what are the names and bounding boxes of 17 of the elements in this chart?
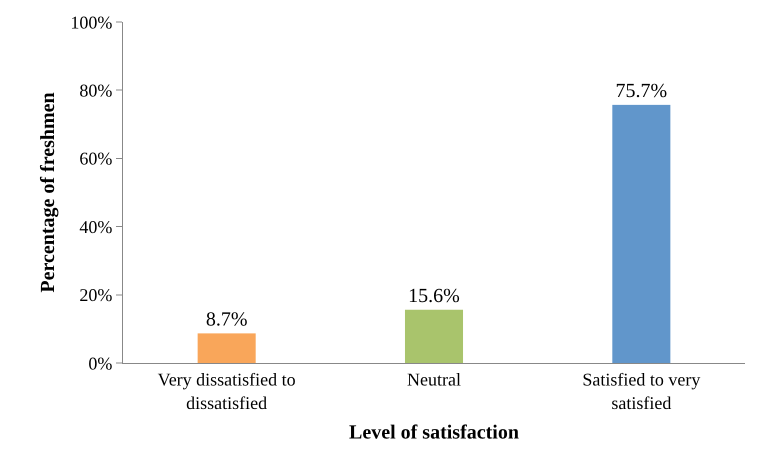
data-label: 8.7% xyxy=(206,308,248,330)
x-tick-label: Neutral xyxy=(407,370,461,390)
x-tick-label: Very dissatisfied to dissatisfied xyxy=(158,370,296,413)
y-tick-label: 80% xyxy=(79,80,112,100)
bar xyxy=(198,333,256,363)
y-tick-label: 40% xyxy=(79,216,112,237)
y-tick-label: 100% xyxy=(70,12,112,32)
data-label: 75.7% xyxy=(616,80,668,102)
y-axis-title: Percentage of freshmen xyxy=(36,92,59,293)
data-label: 15.6% xyxy=(408,284,460,307)
x-tick-label: Satisfied to very satisfied xyxy=(582,370,700,413)
y-tick-label: 20% xyxy=(79,285,112,306)
x-axis-title: Level of satisfaction xyxy=(349,422,519,444)
bar xyxy=(612,104,670,363)
y-tick-label: 60% xyxy=(79,148,112,169)
bar xyxy=(404,310,464,363)
y-tick-label: 0% xyxy=(88,353,112,374)
